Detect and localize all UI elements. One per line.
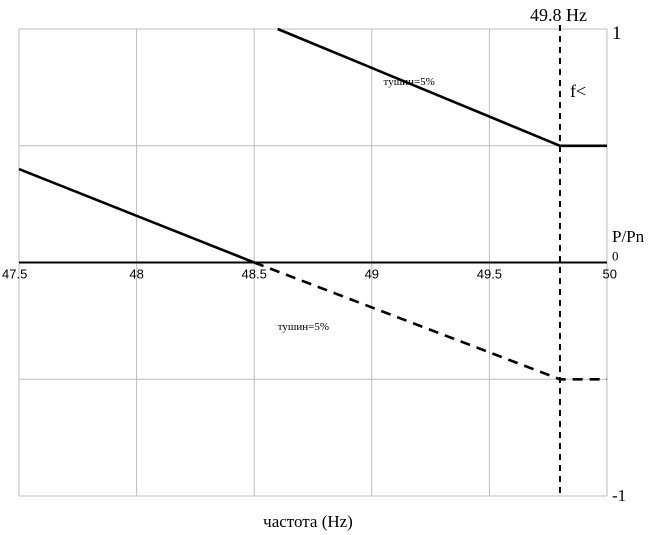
x-tick-label: 49 — [365, 267, 379, 282]
x-axis-label: частота (Hz) — [263, 512, 353, 531]
y-tick-label: 0 — [612, 249, 619, 264]
x-tick-label: 50 — [603, 267, 617, 282]
y-tick-label: 1 — [612, 23, 622, 44]
x-tick-label: 48 — [129, 267, 143, 282]
labels-group: 47.5 48 48.5 49 49.5 50 1 0 -1 тушин=5% тушин=5% — [2, 23, 626, 505]
y-tick-label: -1 — [612, 486, 626, 505]
x-tick-label: 48.5 — [242, 267, 267, 282]
vline-label: 49.8 Hz — [530, 5, 587, 25]
solid-series-line — [277, 27, 607, 148]
x-tick-label: 49.5 — [477, 267, 502, 282]
x-tick-label: 47.5 — [2, 267, 27, 282]
droop-annotation: тушин=5% — [278, 321, 329, 333]
grid — [18, 28, 608, 497]
solid-series-line — [18, 167, 255, 264]
droop-annotation: тушин=5% — [384, 76, 435, 88]
vline-sublabel: f< — [570, 81, 586, 101]
y-axis-label: P/Pn — [612, 227, 645, 246]
